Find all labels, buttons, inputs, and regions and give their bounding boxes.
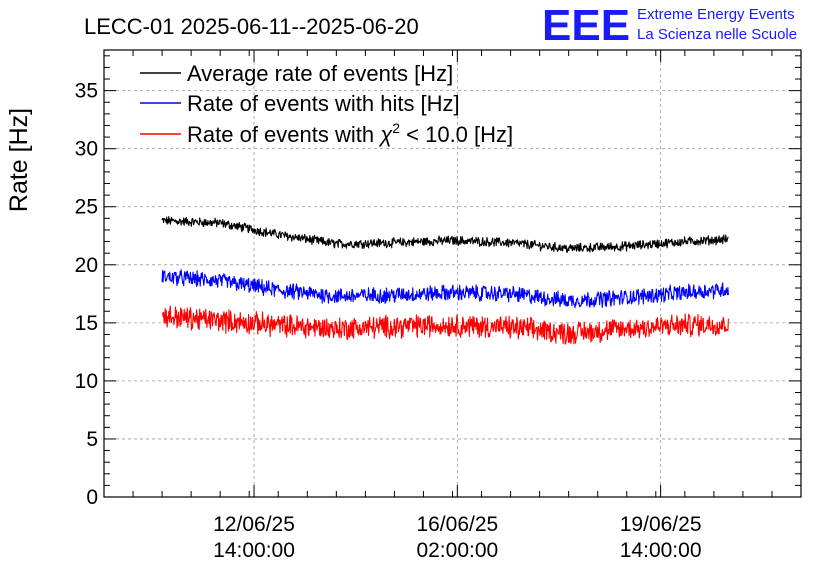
x-tick-time-label: 14:00:00: [620, 539, 702, 562]
x-tick-time-label: 14:00:00: [213, 539, 295, 562]
y-tick-label: 10: [75, 370, 98, 393]
plot-frame: [103, 49, 802, 498]
eee-logo: EEE Extreme Energy Events La Scienza nel…: [542, 1, 797, 50]
series-line-2: [161, 269, 729, 309]
y-tick-label: 30: [75, 138, 98, 161]
x-tick-date-label: 12/06/25: [213, 513, 295, 536]
logo-line-2: La Scienza nelle Scuole: [637, 26, 797, 43]
chi-superscript: 2: [392, 120, 400, 136]
x-axis: 12/06/25 14:00:00 16/06/25 02:00:00 19/06/25…: [132, 50, 773, 562]
legend-text-rest: < 10.0 [Hz]: [400, 122, 513, 147]
x-tick-time-label: 02:00:00: [416, 539, 498, 562]
eee-logo-mark: EEE: [542, 1, 630, 50]
y-tick-label: 15: [75, 312, 98, 335]
y-tick-label: 20: [75, 254, 98, 277]
grid-lines: [104, 50, 801, 497]
series-line-1: [161, 216, 729, 253]
legend-entry-1: Average rate of events [Hz]: [187, 61, 453, 86]
y-tick-label: 0: [86, 486, 98, 509]
legend: Average rate of events [Hz] Rate of event…: [140, 61, 513, 147]
x-tick-date-label: 16/06/25: [416, 513, 498, 536]
legend-text: Rate of events with: [187, 122, 380, 147]
y-axis: 0 5 10 15 20 25 30 35: [75, 55, 801, 509]
y-tick-label: 35: [75, 80, 98, 103]
series-layer: [161, 216, 729, 345]
chart-title: LECC-01 2025-06-11--2025-06-20: [84, 14, 419, 39]
logo-line-1: Extreme Energy Events: [637, 6, 795, 23]
legend-entry-2: Rate of events with hits [Hz]: [187, 91, 460, 116]
y-tick-label: 5: [86, 428, 98, 451]
y-axis-label: Rate [Hz]: [5, 108, 33, 212]
chi-symbol: χ: [378, 122, 393, 147]
y-tick-label: 25: [75, 196, 98, 219]
x-tick-date-label: 19/06/25: [620, 513, 702, 536]
legend-entry-3: Rate of events with χ2 < 10.0 [Hz]: [187, 120, 513, 147]
series-line-3: [161, 305, 729, 345]
